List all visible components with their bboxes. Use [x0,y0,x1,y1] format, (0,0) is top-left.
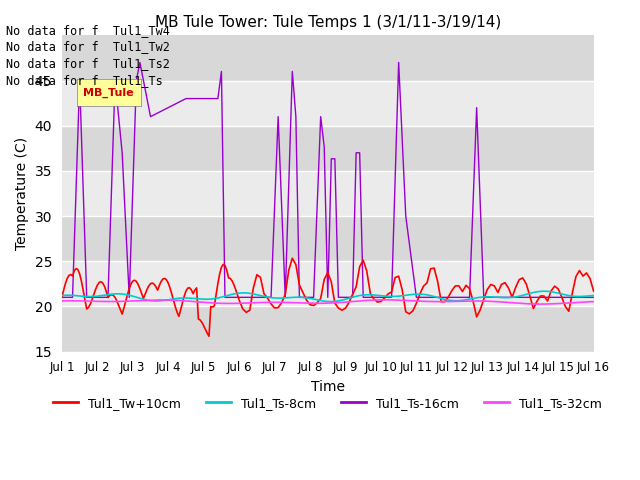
Bar [62,306,594,351]
Bar [62,216,594,261]
Bar [62,36,594,81]
Bar [62,261,594,306]
Text: MB_Tule: MB_Tule [83,87,134,97]
Text: No data for f  Tul1_Ts2: No data for f Tul1_Ts2 [6,57,170,70]
X-axis label: Time: Time [311,380,345,394]
Title: MB Tule Tower: Tule Temps 1 (3/1/11-3/19/14): MB Tule Tower: Tule Temps 1 (3/1/11-3/19… [155,15,501,30]
Text: No data for f  Tul1_Tw2: No data for f Tul1_Tw2 [6,40,170,53]
Bar [62,126,594,171]
Text: No data for f  Tul1_Tw4: No data for f Tul1_Tw4 [6,24,170,36]
Legend: Tul1_Tw+10cm, Tul1_Ts-8cm, Tul1_Ts-16cm, Tul1_Ts-32cm: Tul1_Tw+10cm, Tul1_Ts-8cm, Tul1_Ts-16cm,… [49,392,607,415]
Bar [62,81,594,126]
Y-axis label: Temperature (C): Temperature (C) [15,137,29,250]
Bar [62,171,594,216]
Text: No data for f  Tul1_Ts: No data for f Tul1_Ts [6,74,163,87]
